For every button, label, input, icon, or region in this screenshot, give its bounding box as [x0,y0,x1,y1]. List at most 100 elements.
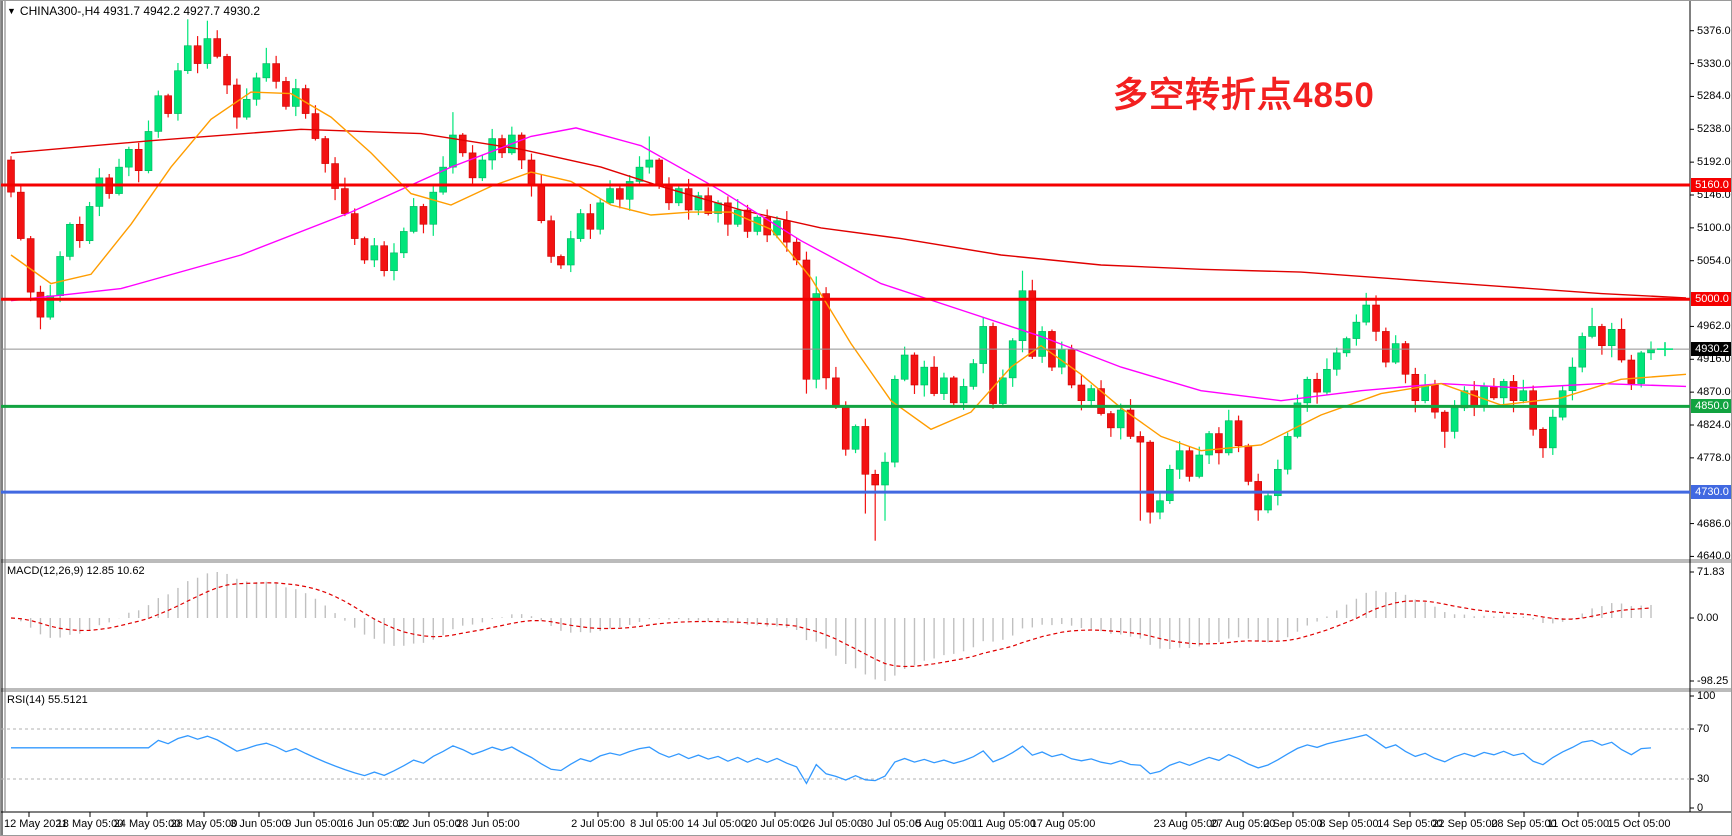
candle [1509,381,1518,402]
candle [85,206,94,242]
candle [164,95,172,114]
candle [439,166,447,193]
candle [409,206,418,232]
time-axis-label: 8 Jul 05:00 [630,818,684,830]
candle [1539,428,1547,449]
candle [1136,436,1145,443]
time-axis-label: 14 Jul 05:00 [687,818,747,830]
candle [7,159,15,193]
candle [900,354,909,380]
time-axis-label: 23 Aug 05:00 [1153,818,1219,830]
time-axis-label: 30 Jul 05:00 [861,818,921,830]
price-tick-label: 5146.0 [1697,189,1731,201]
candle [1224,420,1233,454]
time-axis-label: 14 Sep 05:00 [1377,818,1443,830]
chevron-down-icon[interactable]: ▼ [7,6,16,16]
macd-panel[interactable] [10,572,1652,681]
candle [311,113,320,139]
candle [1303,378,1312,404]
candle [183,45,192,72]
candle [115,166,123,194]
candle [26,238,35,293]
time-axis-label: 3 Jun 05:00 [230,818,288,830]
candle [380,245,388,272]
candle [1077,384,1086,402]
candle [262,63,271,79]
candle [1234,420,1243,447]
candle [694,195,703,211]
candle [301,88,310,114]
candle [223,56,231,86]
candle [1332,352,1341,370]
level-badge-5000.0: 5000.0 [1691,292,1731,307]
candle [635,166,644,182]
ma-fast-line [10,91,1687,452]
candle [1637,352,1645,384]
candle [949,377,958,404]
candle [547,220,555,257]
candle [1018,290,1027,342]
candle [1548,416,1557,449]
candle [370,245,379,261]
candle [832,377,840,407]
candle [1578,336,1587,368]
candle [360,238,369,261]
candle [733,209,742,225]
candle [1431,384,1439,413]
candle [56,256,64,297]
candle [1450,407,1459,432]
time-axis-label: 28 May 05:00 [170,818,238,830]
candle [1440,411,1449,432]
candle [684,188,693,211]
rsi-scale-label: 70 [1697,723,1710,735]
candle [576,213,585,239]
candle [969,363,978,387]
time-axis-label: 17 Aug 05:00 [1030,818,1096,830]
macd-scale-label: -98.25 [1697,675,1729,687]
time-axis-label: 27 Aug 05:00 [1210,818,1276,830]
candle [940,377,948,394]
candle [920,366,929,386]
candle [1362,304,1371,323]
price-tick-label: 4640.0 [1697,550,1731,563]
rsi-scale-label: 0 [1697,802,1704,814]
current-price-badge: 4930.2 [1691,342,1731,357]
candle [36,291,45,318]
candle [861,426,870,475]
candle [517,134,526,161]
candle [341,188,349,214]
rsi-indicator-label: RSI(14) 55.5121 [7,694,88,706]
candle [1529,390,1537,430]
candle [881,461,889,486]
candle [606,188,614,204]
candle [1480,386,1488,407]
candle [596,202,605,230]
candle [1028,290,1037,357]
candle [1598,326,1606,347]
rsi-panel[interactable] [1,728,1690,785]
candle [144,131,153,172]
price-tick-label: 4778.0 [1697,451,1731,464]
price-tick-label: 5376.0 [1697,24,1731,37]
time-axis-label: 15 Oct 05:00 [1607,818,1671,830]
candle [557,256,565,266]
rsi-scale-label: 100 [1697,690,1716,702]
candle [213,38,222,57]
annotation-text[interactable]: 多空转折点4850 [1113,76,1375,115]
ma-slow-line [10,128,1687,299]
candle [930,366,938,394]
candle [802,259,811,380]
price-tick-label: 5284.0 [1697,90,1731,103]
candle [999,377,1007,404]
ma-medium-line [10,127,1687,402]
price-tick-label: 4824.0 [1697,419,1731,431]
candle [1342,338,1351,354]
candle [537,184,546,222]
candle [1116,409,1125,429]
candle [400,231,408,254]
symbol-ohlc-text: CHINA300-,H4 4931.7 4942.2 4927.7 4930.2 [19,4,261,18]
candle [154,95,163,132]
price-tick-label: 5192.0 [1697,156,1731,169]
